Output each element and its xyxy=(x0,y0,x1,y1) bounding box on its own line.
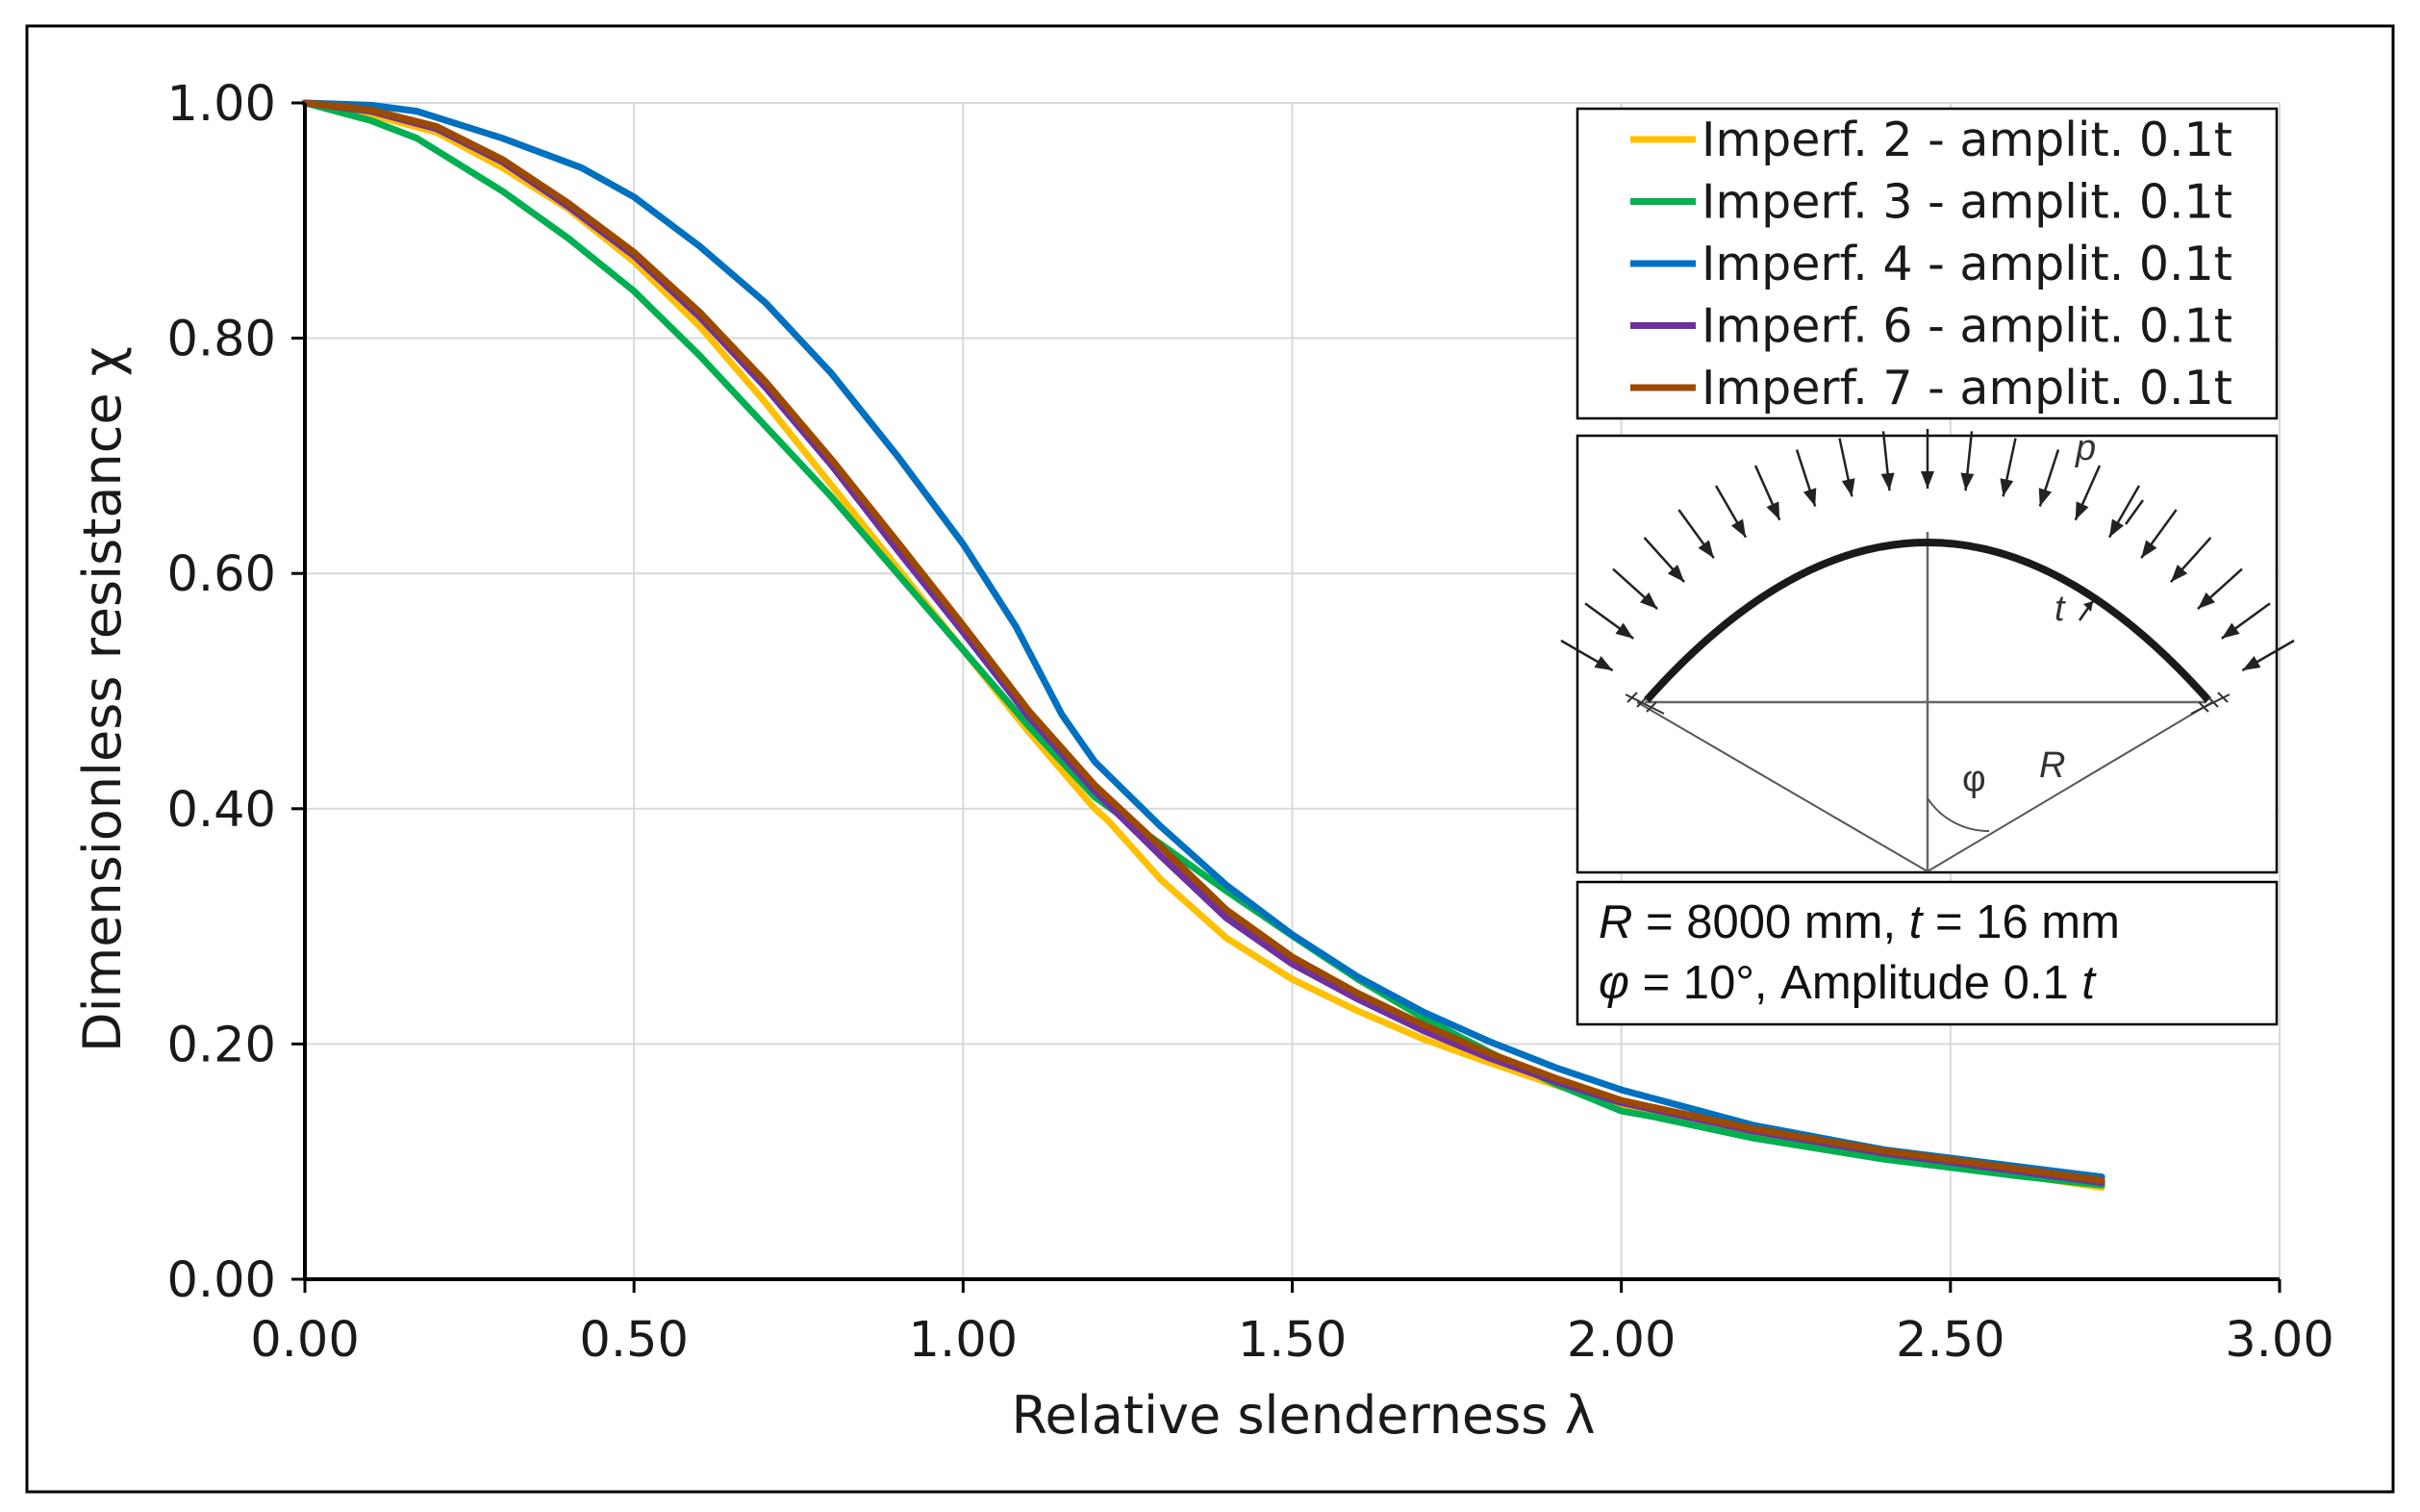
legend-label-3: Imperf. 4 - amplit. 0.1t xyxy=(1702,237,2232,291)
radius-label: R xyxy=(2039,745,2065,786)
load-arrowhead-icon xyxy=(1640,592,1658,610)
load-arrowhead-icon xyxy=(1698,540,1714,559)
load-arrowhead-icon xyxy=(1766,501,1780,520)
angle-arc xyxy=(1927,797,1990,833)
x-tick-label: 1.00 xyxy=(909,1312,1019,1369)
legend-label-5: Imperf. 7 - amplit. 0.1t xyxy=(1702,361,2232,416)
y-tick-label: 0.60 xyxy=(166,546,276,603)
y-tick-label: 0.00 xyxy=(166,1252,276,1309)
param-r-value: = 8000 mm, xyxy=(1632,896,1908,948)
support-right-icon xyxy=(2190,692,2231,715)
load-arrowhead-icon xyxy=(2242,655,2261,670)
load-arrows xyxy=(1560,429,2295,672)
y-tick-label: 0.80 xyxy=(166,312,276,368)
thickness-label: t xyxy=(2054,589,2066,629)
arch-diagram: p t R φ xyxy=(1560,428,2295,874)
series-line-5 xyxy=(301,99,2105,1184)
radius-line-right xyxy=(1927,701,2213,872)
tick-labels: 0.00 0.50 1.00 1.50 2.00 2.50 3.00 0.00 0.20 0.40… xyxy=(166,76,2333,1369)
load-arrowhead-icon xyxy=(1880,472,1895,491)
load-arrowhead-icon xyxy=(1802,488,1817,507)
x-tick-label: 2.00 xyxy=(1567,1312,1676,1369)
parameters-line-2: φ = 10°, Amplitude 0.1 t xyxy=(1599,957,2097,1009)
support-left-icon xyxy=(1625,692,1665,715)
thickness-arrowhead-icon xyxy=(2083,601,2093,612)
x-tick-label: 1.50 xyxy=(1238,1312,1348,1369)
x-tick-label: 0.00 xyxy=(250,1312,360,1369)
legend-label-4: Imperf. 6 - amplit. 0.1t xyxy=(1702,299,2232,354)
y-tick-label: 0.20 xyxy=(166,1017,276,1073)
legend-label-2: Imperf. 3 - amplit. 0.1t xyxy=(1702,175,2232,230)
param-r-symbol: R xyxy=(1599,896,1632,948)
load-arrowhead-icon xyxy=(2038,488,2053,507)
x-tick-label: 3.00 xyxy=(2225,1312,2334,1369)
load-arrowhead-icon xyxy=(2170,565,2188,583)
legend: Imperf. 2 - amplit. 0.1t Imperf. 3 - ampl… xyxy=(1630,113,2232,416)
param-phi-symbol: φ xyxy=(1599,957,1629,1009)
load-label: p xyxy=(2075,428,2096,468)
load-arrowhead-icon xyxy=(2221,622,2240,639)
x-tick-label: 2.50 xyxy=(1896,1312,2005,1369)
y-tick-label: 0.40 xyxy=(166,782,276,839)
y-tick-label: 1.00 xyxy=(166,76,276,133)
param-t-symbol: t xyxy=(1909,896,1925,948)
radius-line-left xyxy=(1636,701,1928,872)
load-arrowhead-icon xyxy=(1594,655,1613,670)
series-lines xyxy=(301,99,2105,1192)
thickness-arrow-in xyxy=(2124,499,2145,525)
load-arrowhead-icon xyxy=(1921,471,1934,489)
x-tick-label: 0.50 xyxy=(579,1312,689,1369)
load-arrowhead-icon xyxy=(2075,501,2089,520)
grid xyxy=(305,102,2281,1279)
arch-curve xyxy=(1644,539,2211,703)
param-t-value: = 16 mm xyxy=(1922,896,2120,948)
load-arrowhead-icon xyxy=(1730,518,1746,538)
param-phi-value: = 10°, Amplitude 0.1 xyxy=(1629,957,2081,1009)
load-arrowhead-icon xyxy=(2000,478,2014,497)
load-arrowhead-icon xyxy=(2197,592,2215,610)
load-arrowhead-icon xyxy=(1667,565,1685,583)
load-arrowhead-icon xyxy=(2109,518,2125,538)
load-arrowhead-icon xyxy=(1841,478,1855,497)
legend-label-1: Imperf. 2 - amplit. 0.1t xyxy=(1702,113,2232,167)
load-arrowhead-icon xyxy=(1615,622,1634,639)
param-amp-t-symbol: t xyxy=(2081,957,2097,1009)
parameters-box xyxy=(1576,880,2279,1026)
axes xyxy=(291,101,2281,1293)
angle-label: φ xyxy=(1962,759,1986,799)
load-arrowhead-icon xyxy=(1960,472,1975,491)
x-axis-title: Relative slenderness λ xyxy=(1011,1385,1595,1446)
y-axis-title: Dimensionless resistance χ xyxy=(72,346,133,1052)
parameters-line-1: R = 8000 mm, t = 16 mm xyxy=(1599,896,2120,948)
load-arrowhead-icon xyxy=(2141,540,2157,559)
series-line-3 xyxy=(301,99,2105,1181)
